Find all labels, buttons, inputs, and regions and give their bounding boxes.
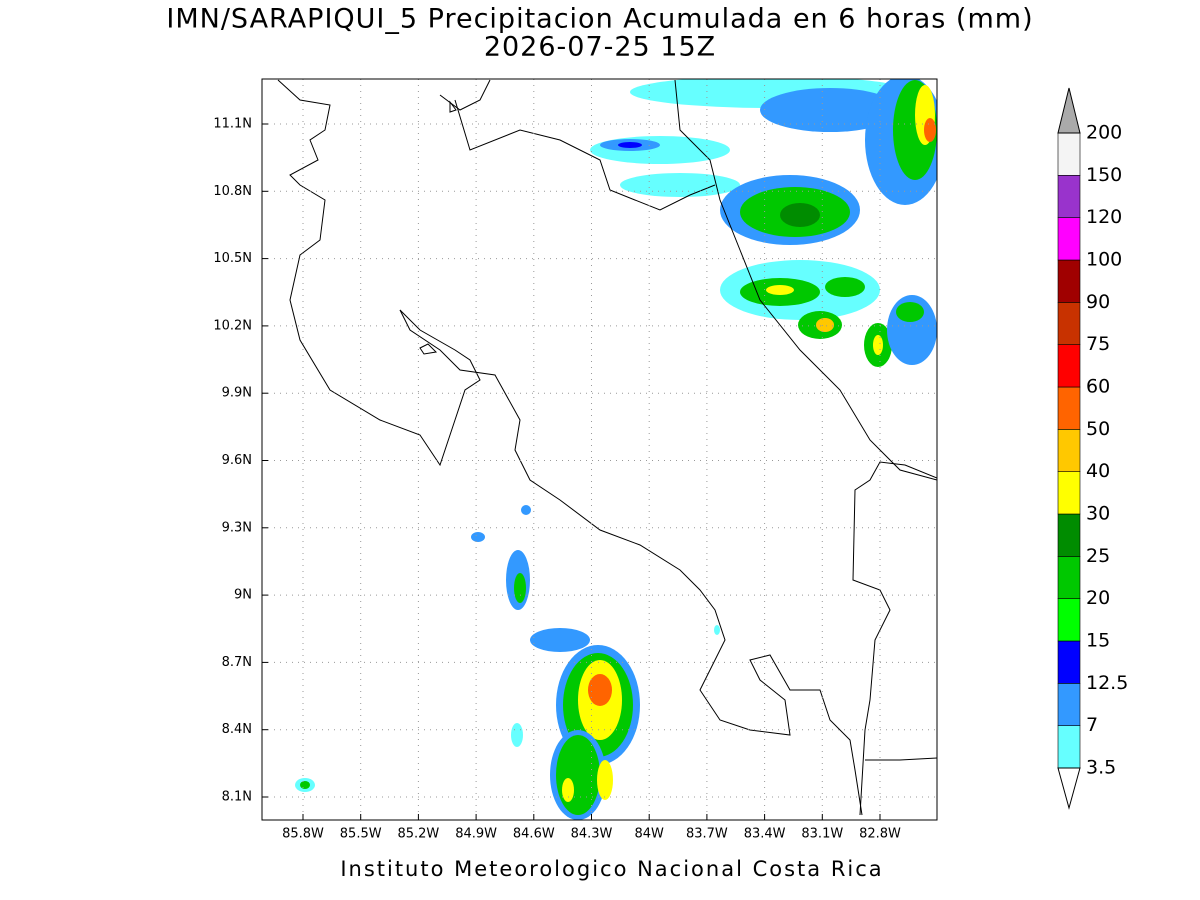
colorbar-box xyxy=(1057,259,1081,303)
colorbar-label: 120 xyxy=(1086,206,1122,228)
lat-tick-label: 9.6N xyxy=(222,453,252,468)
lat-tick-label: 9N xyxy=(234,588,252,603)
colorbar-label: 50 xyxy=(1086,418,1110,440)
lon-tick-label: 82.8W xyxy=(859,827,901,842)
colorbar-box xyxy=(1057,683,1081,726)
lat-tick-label: 9.9N xyxy=(222,386,252,401)
colorbar-label: 12.5 xyxy=(1086,672,1128,694)
grid xyxy=(262,79,937,820)
footer: Instituto Meteorologico Nacional Costa R… xyxy=(340,857,883,881)
lat-tick-label: 8.4N xyxy=(222,722,252,737)
colorbar-label: 25 xyxy=(1086,545,1110,567)
lon-tick-label: 85.5W xyxy=(340,827,382,842)
lat-tick-label: 8.1N xyxy=(222,790,252,805)
lon-tick-label: 83.4W xyxy=(744,827,786,842)
lon-tick-label: 84.3W xyxy=(571,827,613,842)
lat-tick-label: 11.1N xyxy=(213,117,252,132)
colorbar-box xyxy=(1057,132,1081,176)
lat-tick-label: 10.8N xyxy=(213,184,252,199)
colorbar-box xyxy=(1057,217,1081,261)
lat-tick-label: 10.2N xyxy=(213,318,252,333)
colorbar-over xyxy=(1057,87,1081,134)
colorbar-box xyxy=(1057,640,1081,684)
colorbar-box xyxy=(1057,513,1081,557)
colorbar-label: 7 xyxy=(1086,714,1098,736)
colorbar-label: 150 xyxy=(1086,164,1122,186)
colorbar-label: 3.5 xyxy=(1086,757,1116,779)
colorbar-under xyxy=(1057,767,1081,810)
lon-tick-label: 84W xyxy=(634,827,664,842)
lat-tick-label: 8.7N xyxy=(222,655,252,670)
colorbar-box xyxy=(1057,429,1081,472)
colorbar-box xyxy=(1057,556,1081,599)
lon-tick-label: 83.1W xyxy=(801,827,843,842)
map-frame xyxy=(261,78,938,821)
colorbar-label: 30 xyxy=(1086,503,1110,525)
lat-tick-label: 10.5N xyxy=(213,251,252,266)
colorbar-label: 75 xyxy=(1086,333,1110,355)
colorbar-box xyxy=(1057,725,1081,769)
lon-tick-label: 84.6W xyxy=(513,827,555,842)
colorbar-box xyxy=(1057,386,1081,430)
colorbar-label: 40 xyxy=(1086,460,1110,482)
lon-tick-label: 85.8W xyxy=(282,827,324,842)
colorbar: 3.5 7 12.5 15 20 25 30 40 50 60 75 90 100 120 150 200 xyxy=(1057,87,1128,810)
colorbar-box xyxy=(1057,302,1081,345)
colorbar-box xyxy=(1057,598,1081,642)
colorbar-label: 20 xyxy=(1086,587,1110,609)
colorbar-box xyxy=(1057,344,1081,388)
colorbar-label: 100 xyxy=(1086,249,1122,271)
colorbar-label: 200 xyxy=(1086,122,1122,144)
subtitle: 2026-07-25 15Z xyxy=(484,32,716,63)
lon-tick-label: 83.7W xyxy=(686,827,728,842)
colorbar-box xyxy=(1057,175,1081,218)
colorbar-label: 15 xyxy=(1086,630,1110,652)
lat-tick-label: 9.3N xyxy=(222,520,252,535)
precipitation xyxy=(295,79,937,820)
lon-tick-label: 85.2W xyxy=(397,827,439,842)
colorbar-box xyxy=(1057,471,1081,515)
colorbar-label: 60 xyxy=(1086,376,1110,398)
lon-tick-label: 84.9W xyxy=(455,827,497,842)
coastlines xyxy=(277,79,937,816)
title: IMN/SARAPIQUI_5 Precipitacion Acumulada … xyxy=(166,4,1033,35)
colorbar-label: 90 xyxy=(1086,291,1110,313)
